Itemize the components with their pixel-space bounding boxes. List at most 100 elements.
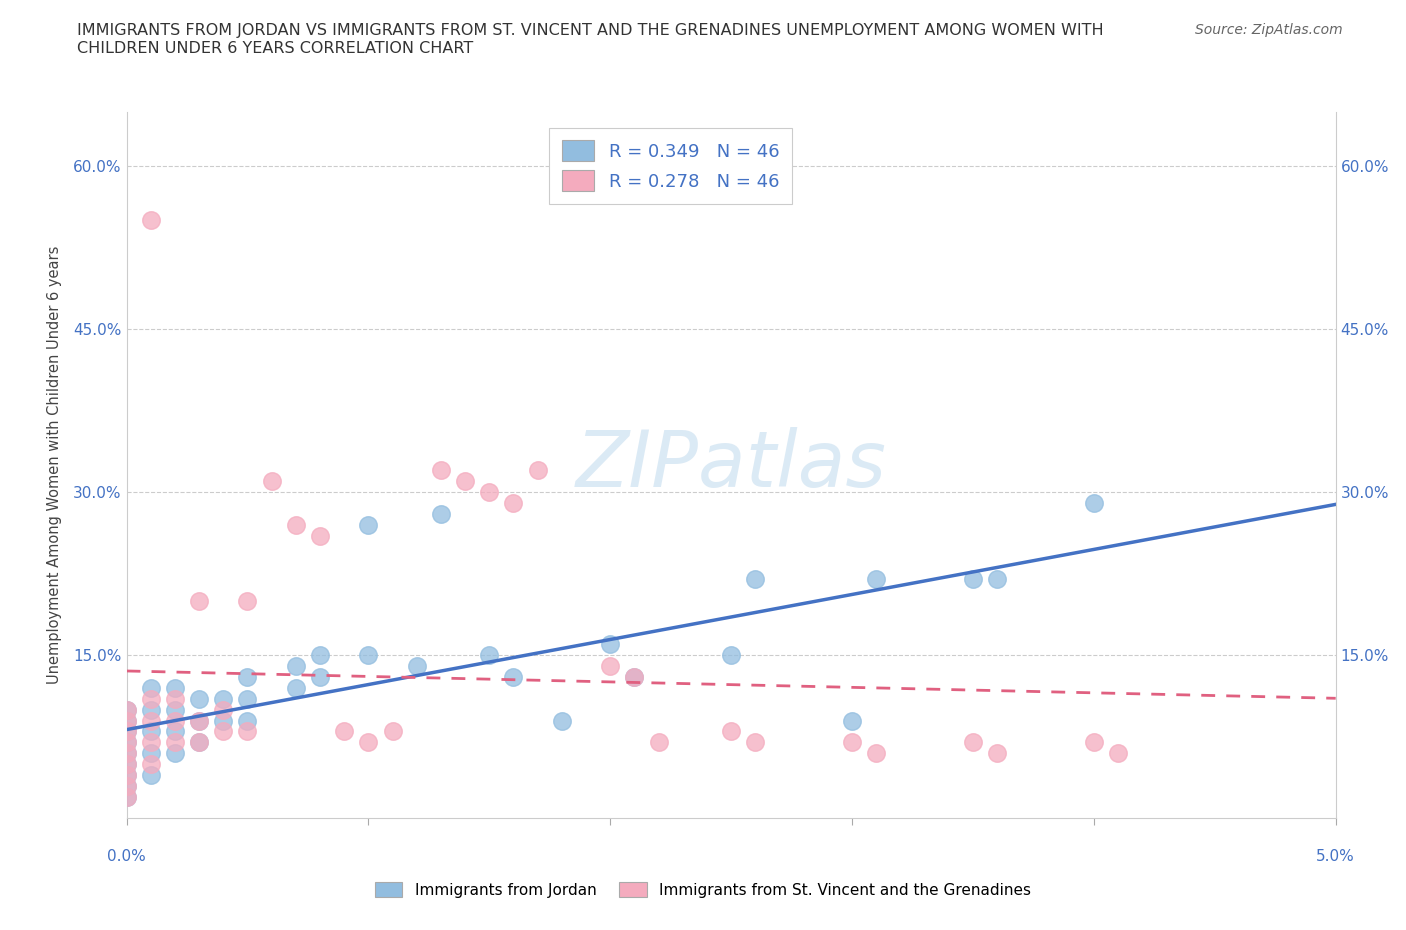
Point: [841, 713, 863, 728]
Point: [599, 658, 621, 673]
Text: Source: ZipAtlas.com: Source: ZipAtlas.com: [1195, 23, 1343, 37]
Point: [260, 474, 283, 489]
Point: [405, 658, 427, 673]
Text: IMMIGRANTS FROM JORDAN VS IMMIGRANTS FROM ST. VINCENT AND THE GRENADINES UNEMPLO: IMMIGRANTS FROM JORDAN VS IMMIGRANTS FRO…: [77, 23, 1104, 56]
Point: [163, 746, 186, 761]
Point: [454, 474, 477, 489]
Point: [139, 746, 162, 761]
Point: [115, 702, 138, 717]
Point: [284, 681, 307, 696]
Point: [139, 691, 162, 706]
Point: [188, 713, 211, 728]
Point: [623, 670, 645, 684]
Point: [115, 735, 138, 750]
Point: [115, 790, 138, 804]
Point: [139, 757, 162, 772]
Point: [188, 735, 211, 750]
Point: [139, 213, 162, 228]
Point: [115, 746, 138, 761]
Point: [163, 724, 186, 738]
Point: [163, 681, 186, 696]
Point: [333, 724, 356, 738]
Point: [309, 528, 332, 543]
Point: [139, 681, 162, 696]
Point: [115, 713, 138, 728]
Point: [115, 778, 138, 793]
Point: [744, 735, 766, 750]
Text: 5.0%: 5.0%: [1316, 849, 1355, 864]
Point: [647, 735, 669, 750]
Point: [599, 637, 621, 652]
Point: [115, 757, 138, 772]
Point: [1107, 746, 1129, 761]
Point: [526, 463, 548, 478]
Point: [236, 593, 259, 608]
Point: [115, 790, 138, 804]
Point: [236, 724, 259, 738]
Text: 0.0%: 0.0%: [107, 849, 146, 864]
Point: [430, 507, 453, 522]
Point: [478, 485, 501, 499]
Point: [115, 778, 138, 793]
Point: [163, 691, 186, 706]
Point: [236, 713, 259, 728]
Point: [720, 724, 742, 738]
Point: [188, 691, 211, 706]
Point: [865, 746, 887, 761]
Point: [865, 572, 887, 587]
Point: [986, 572, 1008, 587]
Point: [139, 735, 162, 750]
Point: [115, 767, 138, 782]
Point: [163, 735, 186, 750]
Point: [139, 767, 162, 782]
Point: [188, 593, 211, 608]
Point: [357, 517, 380, 532]
Point: [212, 724, 235, 738]
Legend: Immigrants from Jordan, Immigrants from St. Vincent and the Grenadines: Immigrants from Jordan, Immigrants from …: [368, 875, 1038, 904]
Point: [115, 746, 138, 761]
Point: [212, 691, 235, 706]
Point: [212, 713, 235, 728]
Point: [115, 767, 138, 782]
Point: [720, 648, 742, 663]
Point: [962, 735, 984, 750]
Point: [236, 691, 259, 706]
Point: [502, 670, 524, 684]
Point: [309, 648, 332, 663]
Point: [163, 702, 186, 717]
Point: [1083, 735, 1105, 750]
Legend: R = 0.349   N = 46, R = 0.278   N = 46: R = 0.349 N = 46, R = 0.278 N = 46: [550, 127, 792, 204]
Point: [381, 724, 404, 738]
Point: [115, 724, 138, 738]
Point: [115, 713, 138, 728]
Point: [309, 670, 332, 684]
Point: [236, 670, 259, 684]
Point: [115, 735, 138, 750]
Point: [841, 735, 863, 750]
Point: [115, 702, 138, 717]
Point: [115, 724, 138, 738]
Point: [357, 648, 380, 663]
Point: [986, 746, 1008, 761]
Point: [188, 735, 211, 750]
Point: [212, 702, 235, 717]
Point: [357, 735, 380, 750]
Point: [430, 463, 453, 478]
Point: [623, 670, 645, 684]
Text: ZIPatlas: ZIPatlas: [575, 427, 887, 503]
Point: [551, 713, 574, 728]
Point: [188, 713, 211, 728]
Point: [139, 713, 162, 728]
Point: [962, 572, 984, 587]
Point: [115, 757, 138, 772]
Point: [502, 496, 524, 511]
Point: [478, 648, 501, 663]
Point: [1083, 496, 1105, 511]
Point: [284, 658, 307, 673]
Point: [284, 517, 307, 532]
Point: [139, 724, 162, 738]
Point: [744, 572, 766, 587]
Point: [163, 713, 186, 728]
Y-axis label: Unemployment Among Women with Children Under 6 years: Unemployment Among Women with Children U…: [46, 246, 62, 684]
Point: [139, 702, 162, 717]
